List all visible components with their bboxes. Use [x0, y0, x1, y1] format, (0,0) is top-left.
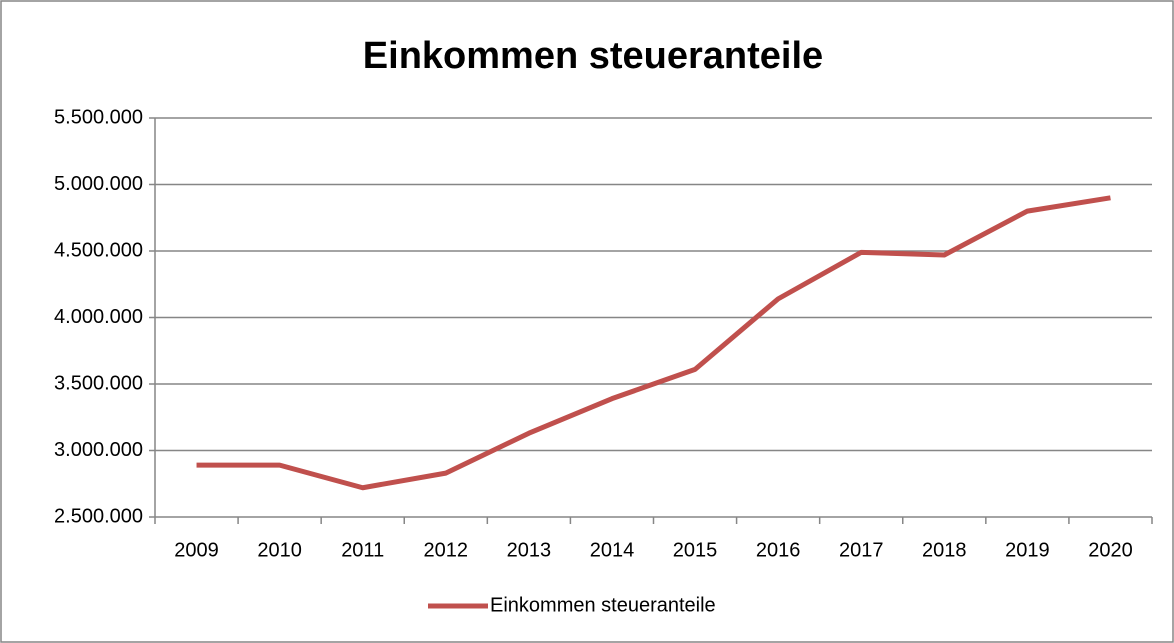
y-tick-label: 5.000.000 — [54, 173, 143, 195]
y-tick-label: 2.500.000 — [54, 505, 143, 527]
y-tick-label: 5.500.000 — [54, 106, 143, 128]
x-tick-label: 2013 — [507, 539, 552, 561]
x-tick-label: 2012 — [424, 539, 469, 561]
x-tick-label: 2017 — [839, 539, 884, 561]
y-tick-label: 4.500.000 — [54, 239, 143, 261]
x-tick-label: 2019 — [1005, 539, 1050, 561]
line-series — [196, 195, 1111, 491]
x-tick-label: 2016 — [756, 539, 801, 561]
y-tick-label: 3.500.000 — [54, 372, 143, 394]
chart-title: Einkommen steueranteile — [363, 35, 823, 77]
y-tick-label: 4.000.000 — [54, 306, 143, 328]
x-tick-label: 2014 — [590, 539, 635, 561]
x-tick-label: 2010 — [257, 539, 302, 561]
x-tick-label: 2009 — [174, 539, 219, 561]
x-tick-label: 2018 — [922, 539, 967, 561]
x-tick-label: 2020 — [1088, 539, 1133, 561]
y-tick-label: 3.000.000 — [54, 439, 143, 461]
x-tick-label: 2015 — [673, 539, 718, 561]
x-tick-label: 2011 — [341, 539, 384, 561]
legend-label: Einkommen steueranteile — [490, 594, 716, 616]
